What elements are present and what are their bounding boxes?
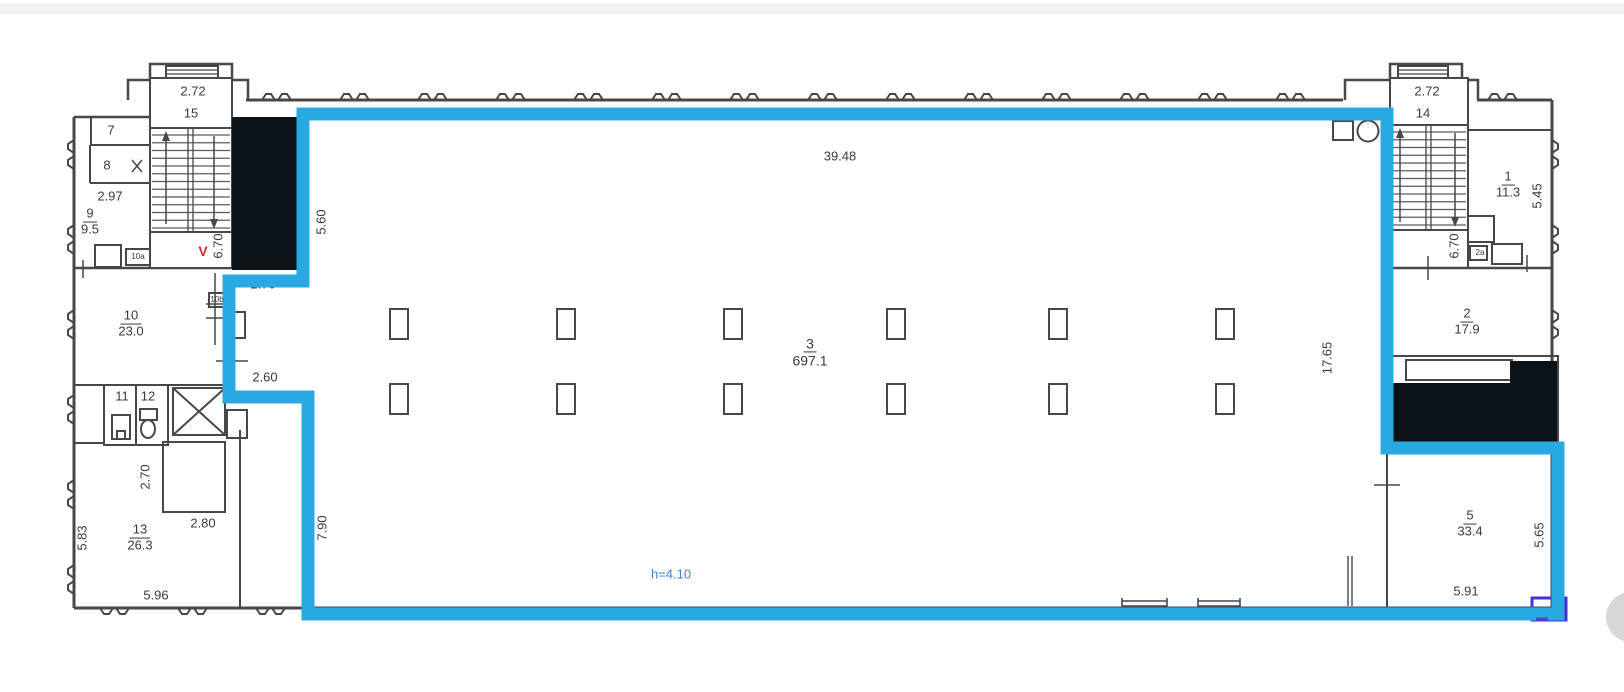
stair-left-width-label: 2.72 <box>180 83 206 99</box>
dim-5-91-label: 5.91 <box>1453 583 1479 599</box>
stairwell-left <box>149 77 233 269</box>
dim-5-60-label: 5.60 <box>313 209 329 235</box>
stair-left-depth-label: 6.70 <box>210 233 226 259</box>
dim-5-83-label: 5.83 <box>74 525 90 551</box>
hall-area-label: 3 697.1 <box>792 335 828 369</box>
room-12-label: 12 <box>140 388 156 404</box>
shaft-10a-label: 10a <box>131 252 145 261</box>
room-5-label: 5 33.4 <box>1457 507 1483 539</box>
dim-7-90-label: 7.90 <box>314 515 330 541</box>
room-10-label: 10 23.0 <box>118 307 144 339</box>
room-2-label: 2 17.9 <box>1454 305 1480 337</box>
room-1-label: 1 11.3 <box>1495 168 1521 200</box>
dim-2-60-label: 2.60 <box>252 369 278 385</box>
room-9-label: 9 9.5 <box>80 205 100 237</box>
shaft-dark-left <box>232 117 297 270</box>
ceiling-height-note: h=4.10 <box>650 566 692 582</box>
dim-2-80-label: 2.80 <box>190 515 216 531</box>
vent-mark-label: V <box>198 243 208 259</box>
dim-17-65-label: 17.65 <box>1319 341 1335 375</box>
dim-5-96-label: 5.96 <box>143 587 169 603</box>
dim-2-70-closet-label: 2.70 <box>137 464 153 490</box>
dim-5-45-label: 5.45 <box>1529 183 1545 209</box>
hall-width-label: 39.48 <box>823 148 857 164</box>
room-7-label: 7 <box>107 122 115 138</box>
stair-right-number-label: 14 <box>1415 105 1431 121</box>
room-8-label: 8 <box>103 157 111 173</box>
hall-columns <box>389 308 1235 415</box>
shaft-2a-label: 2a <box>1475 248 1485 257</box>
stairwell-right <box>1389 77 1469 269</box>
shaft-dark-right <box>1392 361 1557 443</box>
dim-5-65-label: 5.65 <box>1531 522 1547 548</box>
dim-2-97-label: 2.97 <box>97 188 123 204</box>
shaft-10b-label: 10b <box>210 295 224 304</box>
selected-area-outline <box>222 107 1565 621</box>
room-11-label: 11 <box>115 388 129 404</box>
stair-right-depth-label: 6.70 <box>1446 233 1462 259</box>
stair-left-number-label: 15 <box>183 105 199 121</box>
stair-right-width-label: 2.72 <box>1414 83 1440 99</box>
room-13-label: 13 26.3 <box>127 521 153 553</box>
